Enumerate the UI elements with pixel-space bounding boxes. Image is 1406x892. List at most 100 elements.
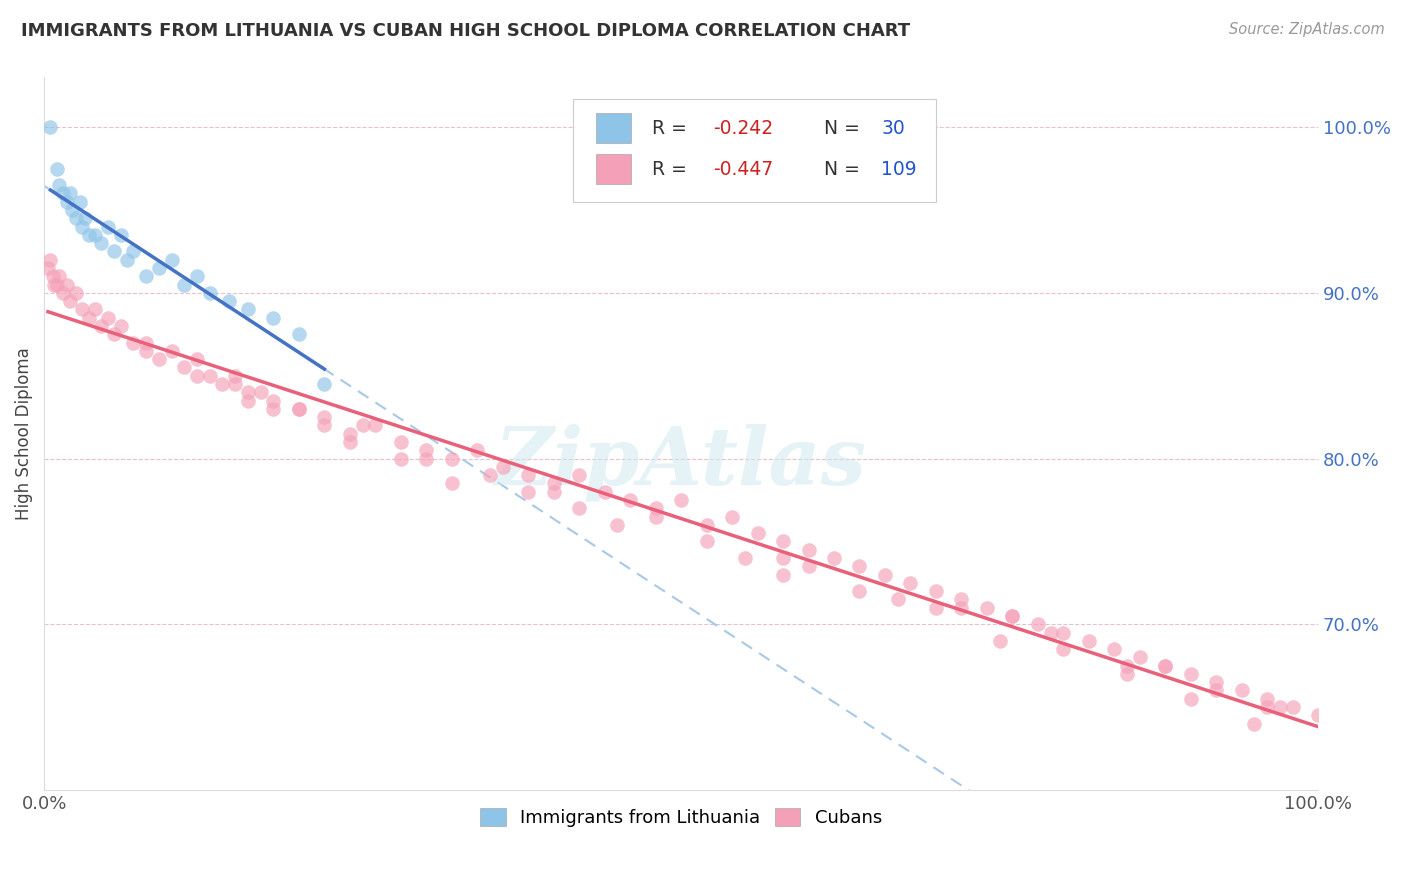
Point — [84, 227, 107, 242]
Point — [122, 244, 145, 259]
Point — [848, 559, 870, 574]
Point — [1026, 617, 1049, 632]
Point — [900, 575, 922, 590]
Point — [988, 633, 1011, 648]
Text: ZipAtlas: ZipAtlas — [495, 424, 868, 501]
Point — [797, 542, 820, 557]
Point — [236, 302, 259, 317]
Point — [848, 584, 870, 599]
Text: R =: R = — [652, 119, 693, 137]
Point — [1129, 650, 1152, 665]
Point — [97, 310, 120, 325]
Point — [65, 211, 87, 226]
Point — [696, 534, 718, 549]
Point — [160, 252, 183, 267]
Point — [135, 343, 157, 358]
Point — [873, 567, 896, 582]
Text: -0.242: -0.242 — [713, 119, 773, 137]
Point — [517, 484, 540, 499]
Point — [1116, 658, 1139, 673]
Point — [389, 451, 412, 466]
Point — [198, 368, 221, 383]
Point — [1180, 691, 1202, 706]
Point — [1001, 609, 1024, 624]
Text: R =: R = — [652, 160, 693, 179]
Point — [1205, 683, 1227, 698]
Point — [122, 335, 145, 350]
Point — [58, 294, 80, 309]
Point — [52, 186, 75, 201]
Point — [249, 385, 271, 400]
Point — [925, 584, 948, 599]
Point — [1243, 716, 1265, 731]
Text: Source: ZipAtlas.com: Source: ZipAtlas.com — [1229, 22, 1385, 37]
Point — [1180, 667, 1202, 681]
Point — [77, 227, 100, 242]
Point — [42, 269, 65, 284]
Point — [772, 534, 794, 549]
Bar — [596, 154, 631, 185]
Point — [97, 219, 120, 234]
Point — [52, 285, 75, 300]
Point — [669, 492, 692, 507]
Point — [211, 376, 233, 391]
Point — [135, 269, 157, 284]
Point — [65, 285, 87, 300]
Point — [364, 418, 387, 433]
Point — [1268, 700, 1291, 714]
Bar — [596, 113, 631, 143]
Point — [262, 393, 284, 408]
Point — [950, 600, 973, 615]
Point — [45, 161, 67, 176]
Point — [236, 393, 259, 408]
Point — [1230, 683, 1253, 698]
Text: -0.447: -0.447 — [713, 160, 773, 179]
Point — [1256, 691, 1278, 706]
Point — [148, 260, 170, 275]
Point — [465, 443, 488, 458]
Point — [72, 219, 94, 234]
Point — [352, 418, 374, 433]
Point — [1256, 700, 1278, 714]
Point — [747, 526, 769, 541]
Point — [173, 277, 195, 292]
Point — [543, 476, 565, 491]
Point — [696, 517, 718, 532]
Point — [925, 600, 948, 615]
Point — [1077, 633, 1099, 648]
Point — [288, 401, 311, 416]
Legend: Immigrants from Lithuania, Cubans: Immigrants from Lithuania, Cubans — [474, 800, 889, 834]
Point — [73, 211, 96, 226]
Point — [37, 260, 59, 275]
Point — [415, 443, 437, 458]
Point — [48, 269, 70, 284]
Point — [115, 252, 138, 267]
Point — [39, 120, 62, 135]
Point — [288, 327, 311, 342]
Point — [69, 194, 91, 209]
Point — [1154, 658, 1177, 673]
Point — [314, 376, 336, 391]
Point — [1052, 642, 1074, 657]
Point — [339, 434, 361, 449]
Text: 109: 109 — [882, 160, 917, 179]
Point — [218, 294, 240, 309]
Point — [415, 451, 437, 466]
Point — [734, 551, 756, 566]
Point — [721, 509, 744, 524]
Point — [1308, 708, 1330, 723]
Point — [976, 600, 998, 615]
Point — [90, 318, 112, 333]
Point — [1001, 609, 1024, 624]
Point — [110, 318, 132, 333]
Point — [492, 459, 515, 474]
Point — [288, 401, 311, 416]
Point — [440, 476, 463, 491]
Point — [1205, 675, 1227, 690]
Point — [479, 468, 502, 483]
Point — [568, 501, 591, 516]
Point — [90, 236, 112, 251]
Point — [186, 352, 208, 367]
Point — [606, 517, 628, 532]
Point — [186, 269, 208, 284]
